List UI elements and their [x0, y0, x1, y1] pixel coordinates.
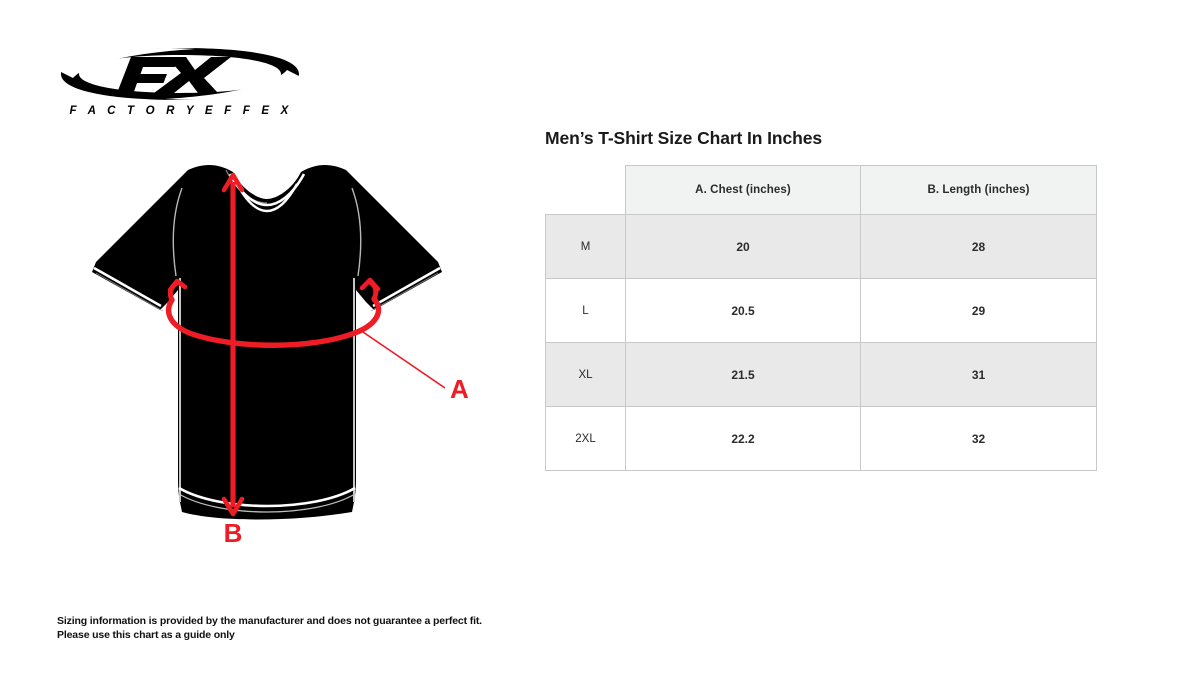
page-title: Men’s T-Shirt Size Chart In Inches — [545, 128, 822, 148]
factory-effex-logo: F A C T O R Y E F F E X — [55, 48, 305, 118]
cell-length: 31 — [860, 342, 1097, 407]
column-header-length: B. Length (inches) — [860, 165, 1097, 215]
length-measure-label-b: B — [224, 518, 243, 548]
logo-wordmark: F A C T O R Y E F F E X — [69, 105, 292, 117]
tshirt-sleeve-hem-shadows — [95, 272, 439, 312]
disclaimer-note: Sizing information is provided by the ma… — [57, 614, 482, 642]
cell-length: 29 — [860, 278, 1097, 343]
logo-fx-letters — [117, 57, 231, 93]
chest-measure-ellipse — [165, 277, 382, 348]
table-row: M 20 28 — [545, 214, 1097, 279]
disclaimer-line-1: Sizing information is provided by the ma… — [57, 615, 482, 627]
size-chart-table: A. Chest (inches) B. Length (inches) M 2… — [545, 165, 1097, 471]
chest-measure-label-a: A — [450, 374, 469, 404]
cell-size: L — [545, 278, 626, 343]
table-corner-cell — [545, 165, 626, 215]
chest-measure-leader-line — [359, 329, 446, 389]
table-header-row: A. Chest (inches) B. Length (inches) — [545, 165, 1097, 215]
cell-chest: 20 — [625, 214, 861, 279]
cell-size: M — [545, 214, 626, 279]
cell-length: 32 — [860, 406, 1097, 471]
tshirt-silhouette — [92, 164, 442, 520]
cell-chest: 20.5 — [625, 278, 861, 343]
table-row: 2XL 22.2 32 — [545, 406, 1097, 471]
disclaimer-line-2: Please use this chart as a guide only — [57, 629, 235, 641]
tshirt-bottom-hem — [178, 486, 356, 513]
column-header-chest: A. Chest (inches) — [625, 165, 861, 215]
cell-chest: 22.2 — [625, 406, 861, 471]
cell-size: XL — [545, 342, 626, 407]
cell-chest: 21.5 — [625, 342, 861, 407]
size-chart-panel: Men’s T-Shirt Size Chart In Inches A. Ch… — [545, 128, 1105, 471]
tshirt-diagram: A B — [60, 150, 530, 560]
logo-swoosh-shape — [57, 48, 303, 100]
cell-size: 2XL — [545, 406, 626, 471]
tshirt-side-seams — [179, 278, 355, 502]
length-measure-arrow — [221, 172, 245, 517]
cell-length: 28 — [860, 214, 1097, 279]
tshirt-sleeve-hems — [93, 266, 441, 308]
tshirt-armhole-seams — [172, 187, 362, 277]
table-row: XL 21.5 31 — [545, 342, 1097, 407]
table-row: L 20.5 29 — [545, 278, 1097, 343]
